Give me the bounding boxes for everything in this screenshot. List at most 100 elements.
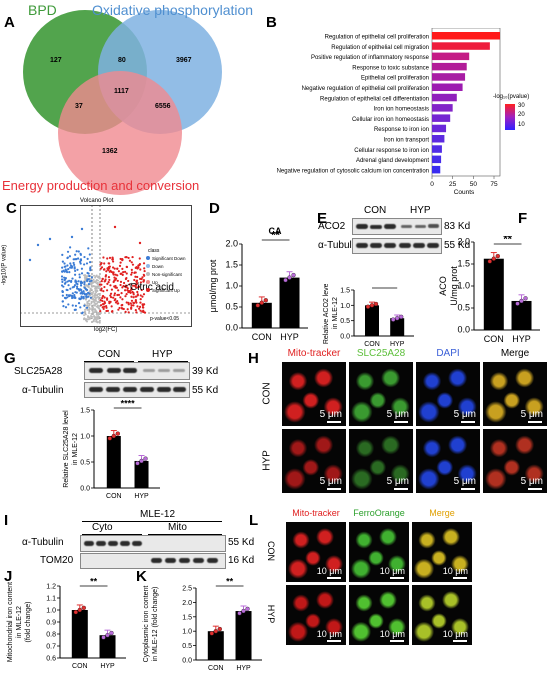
volcano-point [119,296,122,299]
x-tick-label: HYP [512,334,531,344]
data-point [105,633,110,638]
volcano-point [65,293,68,297]
volcano-point [83,314,86,317]
volcano-plot [20,205,190,325]
volcano-point [140,288,143,292]
go-bar [432,114,451,122]
y-axis-label: U/mg prot [449,266,459,306]
data-point [81,605,86,610]
volcano-point [71,265,74,268]
volcano-point [135,280,138,283]
venn-count-bpd-en: 37 [75,103,83,110]
scale-label: 10 μm [442,566,468,576]
volcano-point [119,261,122,264]
volcano-point [66,256,69,260]
go-term-label: Regulation of epithelial cell migration [331,45,429,51]
data-point [287,275,292,280]
x-tick-label: HYP [100,663,115,670]
micrograph-tile: 5 μm [416,362,480,426]
volcano-point [139,281,143,284]
volcano-point [61,280,64,284]
volcano-point [87,295,90,298]
volcano-point [130,295,133,298]
volcano-point [128,259,132,262]
volcano-point [111,266,115,269]
volcano-point [82,290,85,293]
y-tick-label: 2.5 [182,586,192,593]
scale-bar [528,488,542,490]
go-term-label: Adrenal gland development [356,158,429,164]
go-bar [432,124,447,133]
volcano-point [96,285,99,288]
volcano-point [96,289,99,292]
go-bar [432,155,442,164]
volcano-point [87,284,90,287]
volcano-point [61,266,64,269]
panel-g-band-label-slc: SLC25A28 [14,366,63,377]
volcano-point [116,274,119,277]
y-axis-label: in MLE-12 [72,433,79,465]
scale-label: 10 μm [316,566,342,576]
y-axis-label: in MLE-12 [16,606,23,638]
volcano-point [94,287,97,290]
volcano-point [112,280,115,284]
panel-g-kd-39: 39 Kd [192,366,219,377]
volcano-point [101,277,104,280]
volcano-point [132,304,135,307]
volcano-point [113,225,117,229]
volcano-point [85,276,88,279]
volcano-point [89,290,92,293]
volcano-point [110,310,114,313]
volcano-point [117,289,120,292]
volcano-point [102,256,105,259]
volcano-point [83,292,86,295]
volcano-point [98,283,102,286]
panel-label-i: I [4,512,9,529]
volcano-point [86,300,89,303]
volcano-point [83,263,86,266]
go-legend-gradient [505,104,515,130]
data-point [209,631,214,636]
venn-set1-label: BPD [28,2,57,18]
volcano-point [88,304,91,307]
volcano-legend-item: Significant Down [146,255,186,263]
volcano-point [134,275,137,278]
volcano-point [89,296,92,299]
chart-title: CA [269,226,282,236]
volcano-point [65,288,68,291]
volcano-legend-label: Significant Up [152,288,180,293]
x-tick-label: CON [106,493,122,500]
volcano-point [92,290,95,293]
micrograph-column-header: Merge [500,348,530,359]
volcano-point [87,291,90,294]
volcano-frame [20,205,192,327]
volcano-point [67,284,70,287]
micrograph-tile: 5 μm [282,429,346,493]
volcano-point [28,258,32,262]
volcano-point [124,289,127,292]
volcano-point [102,303,105,306]
scale-label: 5 μm [520,476,543,487]
volcano-point [69,266,72,269]
volcano-point [93,274,96,277]
venn-diagram [23,10,222,195]
volcano-point [142,262,146,265]
volcano-point [66,264,69,267]
volcano-point [117,302,120,305]
volcano-point [99,267,102,270]
volcano-point [105,289,109,292]
volcano-point [67,267,70,271]
volcano-point [79,281,82,284]
sig-label: ** [90,577,98,587]
volcano-point [118,306,121,310]
volcano-point [88,274,91,278]
micrograph-column-header: Merge [429,508,455,518]
x-tick-label: HYP [390,341,405,348]
volcano-point [137,285,141,288]
volcano-point [113,292,117,295]
volcano-legend-label: Significant Down [152,256,186,261]
go-xlabel: Counts [454,189,475,196]
y-tick-label: 0.6 [46,656,56,663]
volcano-point [85,306,89,309]
volcano-point [76,287,79,290]
